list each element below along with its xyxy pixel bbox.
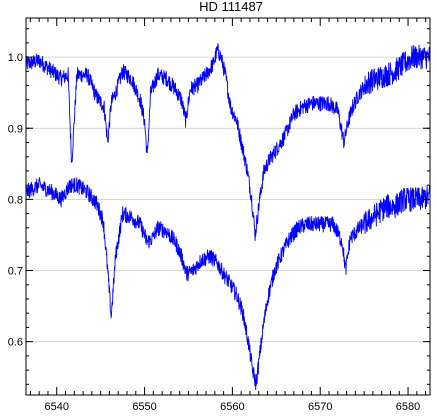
x-tick-label: 6540 (44, 401, 68, 413)
chart-title: HD 111487 (199, 0, 263, 14)
plot-frame (25, 17, 431, 396)
gridlines (26, 56, 430, 343)
tick-marks (26, 18, 430, 395)
series-layer (25, 43, 431, 391)
x-tick-label: 6580 (396, 401, 420, 413)
y-tick-label: 1.0 (8, 52, 23, 64)
x-tick-label: 6570 (308, 401, 332, 413)
x-tick-label: 6550 (132, 401, 156, 413)
y-tick-label: 0.9 (8, 123, 23, 135)
y-tick-label: 0.8 (8, 194, 23, 206)
y-tick-labels: 0.6 0.7 0.8 0.9 1.0 (8, 52, 23, 349)
spectrum-lower (25, 177, 431, 391)
y-tick-label: 0.7 (8, 266, 23, 278)
spectrum-upper (25, 43, 431, 242)
x-tick-label: 6560 (220, 401, 244, 413)
y-tick-label: 0.6 (8, 337, 23, 349)
x-tick-labels: 6540 6550 6560 6570 6580 (44, 401, 420, 413)
